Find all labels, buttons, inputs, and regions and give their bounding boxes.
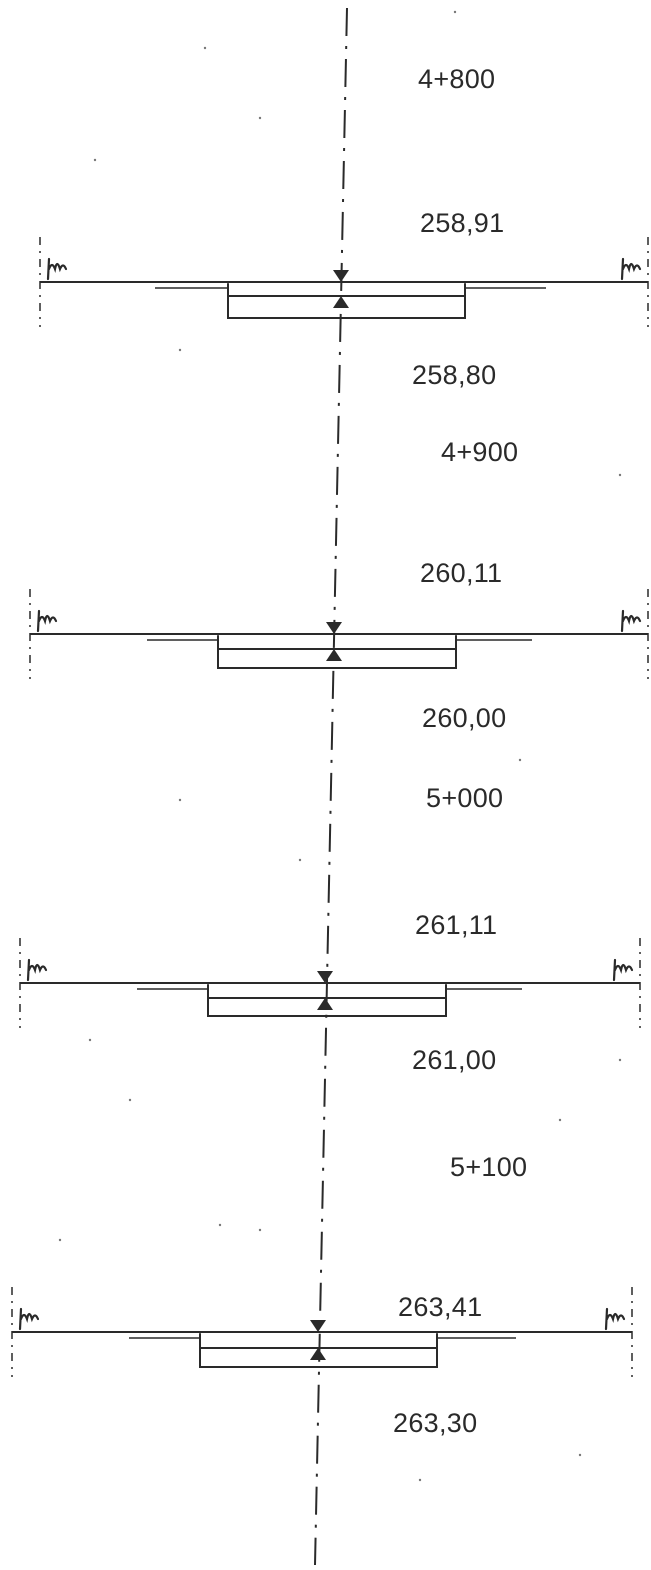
top-level-label-3: 261,11 xyxy=(415,910,498,940)
grass-symbol-icon-7 xyxy=(18,1307,40,1331)
level-marker-up-icon xyxy=(326,649,342,661)
grass-tuft xyxy=(36,609,58,633)
speck xyxy=(418,1478,422,1482)
grass-tuft xyxy=(620,257,642,281)
speck xyxy=(518,758,522,762)
grass-tuft xyxy=(612,958,634,982)
pavement-layer xyxy=(227,295,466,319)
speck xyxy=(218,1223,222,1227)
level-marker-down-icon xyxy=(326,622,342,634)
cross-section-2 xyxy=(29,589,649,679)
shoulder-right xyxy=(455,635,532,641)
cross-section-1 xyxy=(39,237,649,327)
speck xyxy=(298,858,302,862)
level-marker-down-icon xyxy=(333,270,349,282)
speck xyxy=(178,348,182,352)
scan-specks xyxy=(58,10,622,1482)
speck xyxy=(178,798,182,802)
speck xyxy=(128,1098,132,1102)
shoulder-left xyxy=(147,635,219,641)
speck xyxy=(558,1118,562,1122)
shoulder-left xyxy=(155,283,229,289)
speck xyxy=(618,1058,622,1062)
bottom-level-label-3: 261,00 xyxy=(412,1045,497,1075)
level-marker-up-icon xyxy=(333,296,349,308)
bottom-level-label-1: 258,80 xyxy=(412,360,497,390)
speck xyxy=(88,1038,92,1042)
shoulder-left xyxy=(129,1333,201,1339)
speck xyxy=(453,10,457,14)
grass-tuft xyxy=(604,1307,626,1331)
grass-symbol-icon-1 xyxy=(46,257,68,281)
speck xyxy=(618,473,622,477)
shoulder-right xyxy=(464,283,546,289)
grass-tuft xyxy=(26,958,48,982)
bottom-level-label-4: 263,30 xyxy=(393,1408,478,1438)
speck xyxy=(93,158,97,162)
level-marker-up-icon xyxy=(317,998,333,1010)
grass-symbol-icon-3 xyxy=(36,609,58,633)
station-label-3: 5+000 xyxy=(426,783,504,813)
shoulder-left xyxy=(137,984,209,990)
cross-section-4 xyxy=(11,1287,633,1377)
grass-tuft xyxy=(620,609,642,633)
bottom-level-label-2: 260,00 xyxy=(422,703,507,733)
grass-symbol-icon-6 xyxy=(612,958,634,982)
station-label-4: 5+100 xyxy=(450,1152,528,1182)
level-marker-up-icon xyxy=(310,1348,326,1360)
station-label-2: 4+900 xyxy=(441,437,519,467)
level-marker-down-icon xyxy=(310,1320,326,1332)
grass-tuft xyxy=(18,1307,40,1331)
level-marker-down-icon xyxy=(317,971,333,983)
speck xyxy=(203,46,207,50)
grass-symbol-icon-5 xyxy=(26,958,48,982)
cross-sections xyxy=(11,237,649,1377)
speck xyxy=(258,1228,262,1232)
speck xyxy=(258,116,262,120)
top-level-label-1: 258,91 xyxy=(420,208,505,238)
speck xyxy=(58,1238,62,1242)
pavement-layer xyxy=(199,1347,438,1368)
pavement-layer xyxy=(217,648,457,669)
pavement-layer xyxy=(207,997,447,1017)
speck xyxy=(578,1453,582,1457)
centerline xyxy=(314,7,348,1566)
shoulder-right xyxy=(445,984,522,990)
cross-section-3 xyxy=(19,938,641,1028)
top-level-label-2: 260,11 xyxy=(420,558,503,588)
grass-tuft xyxy=(46,257,68,281)
station-label-1: 4+800 xyxy=(418,64,496,94)
top-level-label-4: 263,41 xyxy=(398,1292,483,1322)
centerline-axis xyxy=(58,7,622,1566)
shoulder-right xyxy=(436,1333,516,1339)
grass-symbol-icon-4 xyxy=(620,609,642,633)
grass-symbol-icon-2 xyxy=(620,257,642,281)
grass-symbol-icon-8 xyxy=(604,1307,626,1331)
